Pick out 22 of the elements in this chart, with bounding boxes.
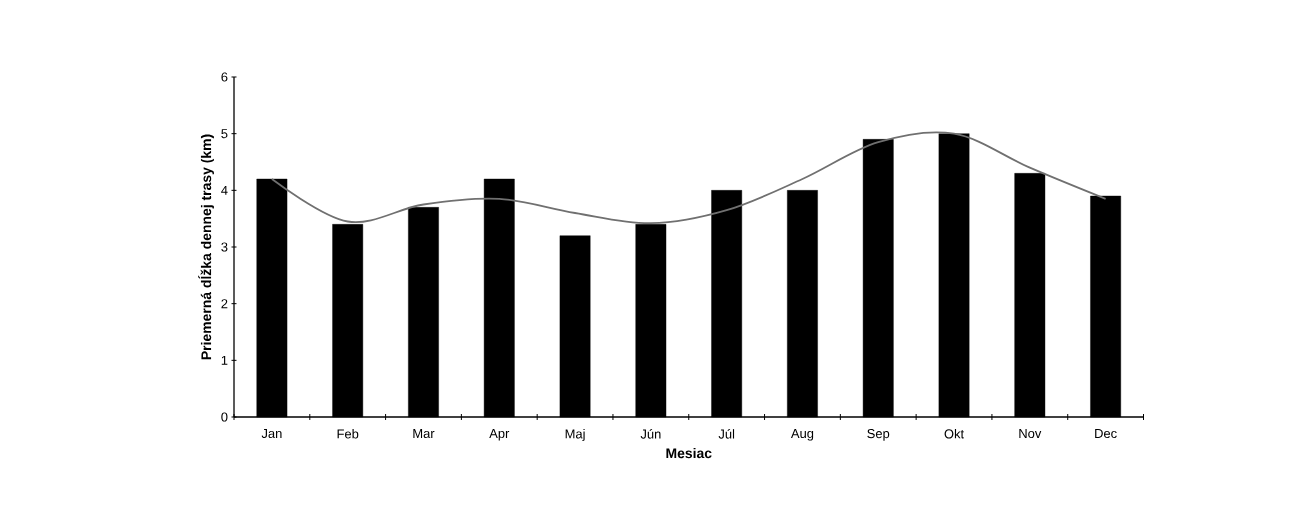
x-tick-label: Apr [489,428,510,441]
y-tick-label: 3 [221,242,228,252]
line-series [271,131,1107,225]
y-tick-label: 6 [221,72,228,82]
x-tick-label: Okt [944,428,965,439]
x-tick-label: Jún [640,428,661,439]
x-tick-label: Jan [261,428,282,439]
x-tick-label: Maj [565,428,585,442]
x-tick-label: Nov [1019,428,1042,439]
x-tick-label: Aug [790,428,814,441]
x-tick-label: Júl [718,428,735,439]
y-tick-label: 2 [221,299,228,309]
y-tick-label: 0 [221,412,228,422]
y-axis-title: Priemerná dĺžka dennej trasy (km) [198,134,214,360]
y-tick-label: 1 [221,355,228,365]
x-tick-label: Mar [413,428,435,439]
y-tick-label: 5 [221,129,228,139]
x-tick-label: Feb [337,428,359,439]
x-tick-label: Dec [1095,428,1117,439]
x-axis-title: Mesiac [666,447,712,459]
x-tick-label: Sep [867,428,890,441]
y-tick-label: 4 [221,185,228,195]
